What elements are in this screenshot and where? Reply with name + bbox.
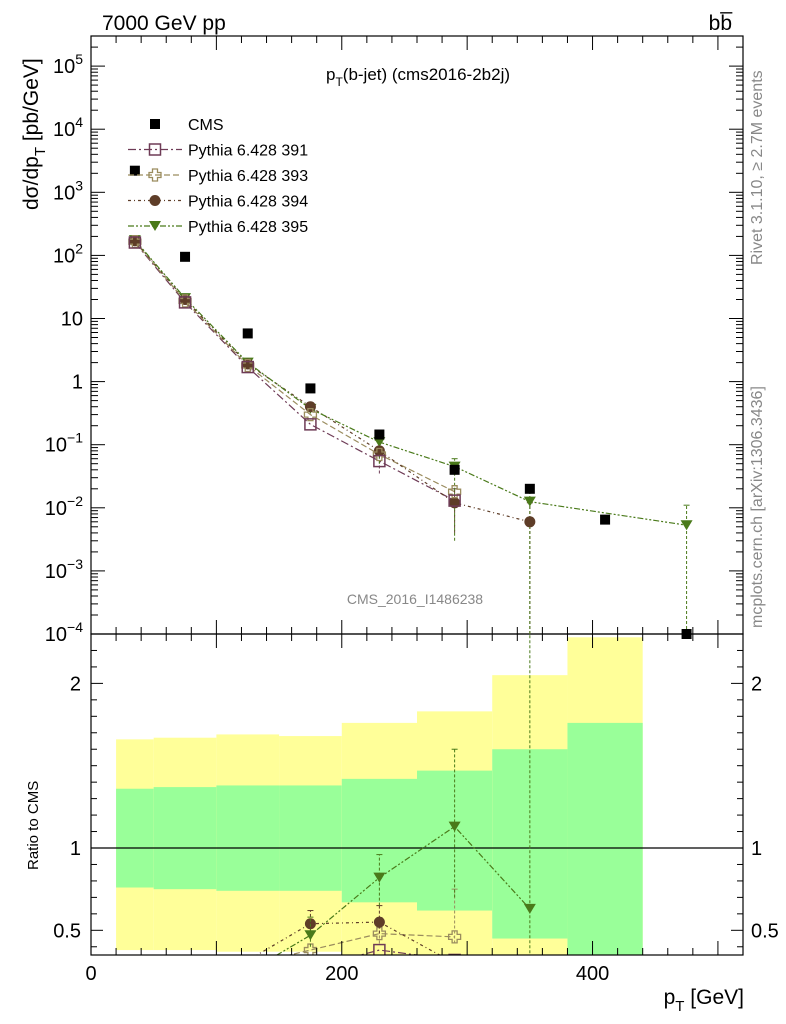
main-y-axis-label: dσ/dpT [pb/GeV] (20, 58, 49, 210)
ratio-point (236, 974, 247, 985)
legend-marker (148, 168, 162, 182)
ratio-ytick-label: 0.5 (53, 920, 81, 942)
legend-label: CMS (188, 117, 224, 134)
energy-label: 7000 GeV pp (102, 12, 226, 35)
cms-data-point (129, 165, 140, 176)
analysis-watermark: CMS_2016_I1486238 (347, 591, 483, 607)
cms-data-point (600, 514, 611, 525)
ratio-series-line (255, 921, 441, 955)
mc-data-point (304, 401, 316, 413)
cms-data-point (681, 629, 692, 639)
legend-label: Pythia 6.428 391 (188, 143, 308, 160)
x-tick-label: 400 (576, 963, 609, 985)
main-frame (90, 35, 744, 635)
main-ytick-label: 1 (72, 372, 83, 394)
process-label: bb̅ (709, 12, 734, 35)
main-ytick-label: 102 (53, 240, 83, 267)
mc-data-point (448, 494, 461, 507)
mcplots-label: mcplots.cern.ch [arXiv:1306.3436] (749, 386, 766, 628)
ratio-point (303, 943, 318, 955)
main-plot-title: pT(b-jet) (cms2016-2b2j) (326, 65, 510, 89)
main-ytick-label: 10−3 (45, 556, 83, 583)
ratio-ytick-label: 0.5 (751, 920, 779, 942)
cms-data-point (524, 483, 535, 494)
ratio-point (448, 821, 461, 832)
main-series-line (134, 242, 455, 502)
main-ytick-label: 10−1 (45, 430, 83, 457)
ratio-band-inner (279, 785, 342, 891)
ratio-point (523, 903, 536, 914)
x-tick-label: 200 (325, 963, 358, 985)
main-content (128, 165, 693, 639)
main-ytick-label: 103 (53, 177, 83, 204)
ratio-content (91, 634, 743, 985)
ratio-ytick-label: 1 (70, 838, 81, 860)
ratio-point (447, 930, 462, 944)
mc-data-point (447, 485, 462, 499)
legend-label: Pythia 6.428 395 (188, 219, 308, 236)
legend-label: Pythia 6.428 393 (188, 168, 308, 185)
main-series-line (134, 241, 455, 493)
cms-data-point (180, 251, 191, 262)
ratio-point (229, 975, 241, 985)
ratio-ytick-label: 2 (751, 673, 762, 695)
legend-marker (148, 143, 162, 156)
mc-data-point (373, 437, 386, 448)
mc-data-point (304, 418, 317, 431)
ratio-band-inner (216, 785, 280, 891)
mc-data-point (241, 360, 254, 374)
main-ytick-label: 104 (53, 114, 83, 141)
mc-data-point (373, 445, 385, 457)
legend-label: Pythia 6.428 394 (188, 194, 308, 211)
ratio-point (449, 958, 460, 969)
legend-marker (150, 119, 160, 129)
main-ytick-label: 10 (61, 309, 83, 331)
mc-data-point (523, 496, 536, 507)
ratio-point (373, 872, 386, 883)
mc-data-point (680, 520, 693, 531)
main-series-line (134, 240, 530, 523)
rivet-version-label: Rivet 3.1.10, ≥ 2.7M events (749, 70, 766, 265)
main-ytick-label: 10−2 (45, 493, 83, 520)
ratio-point (304, 930, 317, 941)
ratio-point (373, 943, 386, 955)
main-ytick-label: 105 (53, 51, 83, 78)
main-ytick-label: 10−4 (45, 619, 83, 646)
ratio-band-inner (567, 722, 643, 955)
ratio-point (235, 961, 247, 973)
cms-data-point (305, 383, 316, 394)
legend-marker (149, 195, 161, 206)
ratio-point (304, 918, 316, 930)
mc-data-point (178, 296, 192, 309)
cms-data-point (449, 464, 460, 475)
mc-data-point (372, 447, 387, 462)
cms-data-point (374, 429, 385, 440)
ratio-point (448, 953, 461, 955)
ratio-plot: 0.5 0.5 1 1 2 2 0 200 400 (53, 36, 779, 985)
ratio-point (373, 916, 385, 928)
mc-data-point (373, 454, 386, 468)
ratio-point (223, 966, 234, 977)
legend: CMS Pythia 6.428 391 Pythia 6.428 393 Pythi… (128, 117, 308, 236)
cms-data-point (242, 328, 253, 339)
legend-marker (149, 221, 161, 231)
x-axis-label: pT [GeV] (664, 986, 744, 1015)
ratio-ytick-label: 1 (751, 838, 762, 860)
ratio-band-inner (116, 788, 154, 888)
main-series-line (134, 239, 687, 526)
mc-data-point (303, 407, 318, 422)
mc-data-point (128, 236, 142, 249)
ratio-band-inner (153, 787, 217, 890)
ratio-y-axis-label: Ratio to CMS (25, 781, 42, 870)
ratio-point (372, 926, 387, 941)
mc-data-point (524, 516, 536, 528)
ratio-ytick-label: 2 (70, 673, 81, 695)
x-tick-label: 0 (85, 963, 96, 985)
ratio-point (305, 963, 316, 974)
